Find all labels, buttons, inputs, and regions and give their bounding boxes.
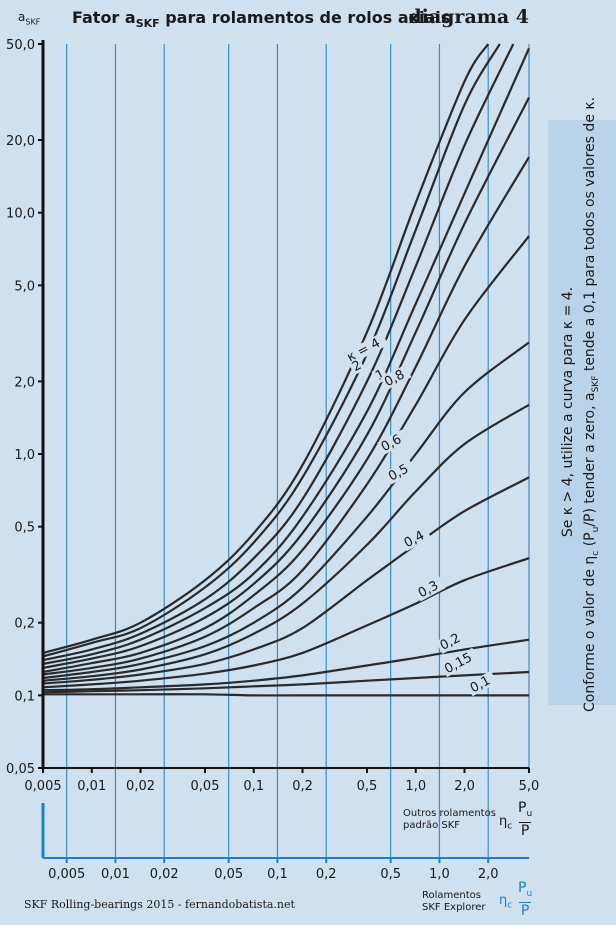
diagram-label: diagrama 4	[408, 6, 529, 28]
curve-series-3	[42, 47, 531, 665]
side-note-part-f: SKF	[590, 375, 601, 393]
y-tick-label: 2,0	[14, 375, 35, 390]
axis1-eta-sub: c	[507, 821, 513, 832]
axis-layer	[38, 40, 530, 863]
side-note-part-a: Conforme o valor de η	[582, 555, 599, 712]
y-tick-label: 20,0	[6, 134, 35, 149]
axis1-note-line2: padrão SKF	[403, 820, 461, 831]
axis1-eta-symbol: η	[499, 814, 508, 829]
axis2-tick-label: 0,2	[316, 867, 337, 882]
side-note-part-d: u	[590, 526, 601, 533]
x-tick-label: 1,0	[405, 779, 426, 794]
y-tick-label: 50,0	[6, 38, 35, 53]
axis2-note-line1: Rolamentos	[422, 890, 482, 901]
axis2-tick-label: 0,1	[267, 867, 288, 882]
curve-series-7	[42, 341, 530, 680]
curve-label-bg	[380, 364, 412, 391]
axis2-frac-num-sub: u	[526, 888, 533, 899]
curve-layer	[42, 43, 531, 697]
side-note-part-e: /P) tender a zero, a	[582, 392, 599, 527]
chart-page: aSKF Fator aSKF para rolamentos de rolos…	[6, 6, 540, 919]
x-tick-label: 5,0	[519, 779, 540, 794]
y-tick-label: 0,5	[14, 521, 35, 536]
curve-series-12	[42, 670, 530, 694]
title-suffix: para rolamentos de rolos axiais	[159, 8, 451, 27]
x-tick-label: 0,05	[191, 779, 220, 794]
axis2-eta-sub: c	[507, 900, 513, 911]
curve-label-bg	[377, 429, 409, 456]
y-tick-label: 0,1	[14, 689, 35, 704]
side-note-part-b: c	[590, 550, 601, 556]
curve-series-6	[42, 235, 530, 676]
x-tick-label: 0,005	[24, 779, 61, 794]
curve-series-5	[42, 156, 530, 674]
y-axis-label-main: a	[18, 10, 26, 24]
y-axis-label: aSKF	[18, 10, 40, 26]
curve-series-9	[42, 476, 530, 685]
axis2-fraction: Pu P	[518, 880, 532, 919]
curve-series-1	[42, 43, 501, 658]
y-tick-label: 0,05	[6, 762, 35, 777]
x-tick-label: 0,2	[292, 779, 313, 794]
axis1-frac-num: P	[518, 800, 527, 816]
axis2-frac-den: P	[519, 901, 532, 919]
curve-series-13	[43, 693, 530, 697]
curve-label-bg	[400, 525, 432, 552]
axis1-eta: ηc	[499, 814, 512, 832]
y-tick-label: 1,0	[14, 448, 35, 463]
curve-series-2	[42, 43, 515, 662]
x-tick-label: 2,0	[454, 779, 475, 794]
curve-series-0	[42, 43, 490, 654]
axis2-tick-label: 0,01	[101, 867, 130, 882]
curve-series-10	[42, 557, 530, 689]
side-note-line1: Se κ > 4, utilize a curva para κ = 4.	[560, 286, 577, 538]
axis2-eta-symbol: η	[499, 893, 508, 908]
title-sub: SKF	[135, 17, 160, 31]
axis1-fraction: Pu P	[518, 800, 532, 839]
axis1-frac-den: P	[519, 821, 532, 839]
x-tick-label: 0,01	[77, 779, 106, 794]
y-tick-label: 0,2	[14, 617, 35, 632]
curve-series-8	[42, 403, 530, 682]
side-note-line2: Conforme o valor de ηc (Pu/P) tender a z…	[579, 97, 607, 712]
axis2-tick-label: 0,5	[380, 867, 401, 882]
axis2-note: Rolamentos SKF Explorer	[422, 890, 485, 914]
axis1-note: Outros rolamentos padrão SKF	[403, 808, 496, 832]
curve-label-bg	[414, 575, 446, 602]
side-note-text: Se κ > 4, utilize a curva para κ = 4. Co…	[557, 97, 607, 712]
axis2-tick-label: 0,05	[214, 867, 243, 882]
axis2-frac-num: P	[518, 880, 527, 896]
curve-label-bg	[342, 332, 389, 366]
curve-series-11	[42, 638, 530, 692]
axis2-note-line2: SKF Explorer	[422, 902, 486, 913]
curve-label-bg	[466, 670, 498, 697]
x-tick-label: 0,1	[243, 779, 264, 794]
axis2-tick-label: 2,0	[478, 867, 499, 882]
x-tick-label: 0,02	[126, 779, 155, 794]
curve-label-bg	[440, 647, 479, 678]
x-tick-label: 0,5	[357, 779, 378, 794]
side-note-part-g: tende a 0,1 para todos os valores de κ.	[582, 96, 599, 376]
chart-title: Fator aSKF para rolamentos de rolos axia…	[72, 8, 450, 30]
curve-label-bg	[435, 628, 468, 654]
y-tick-label: 10,0	[6, 207, 35, 222]
curve-label-bg	[384, 459, 416, 485]
axis2-eta: ηc	[499, 893, 512, 911]
axis2-tick-label: 0,005	[48, 867, 85, 882]
axis2-tick-label: 0,02	[150, 867, 179, 882]
curve-series-4	[42, 97, 530, 669]
side-note-panel: Se κ > 4, utilize a curva para κ = 4. Co…	[548, 97, 616, 712]
axis1-frac-num-sub: u	[526, 808, 533, 819]
footer-credit: SKF Rolling-bearings 2015 - fernandobati…	[24, 898, 295, 911]
side-note-part-c: (P	[582, 532, 599, 551]
y-axis-label-sub: SKF	[25, 17, 41, 27]
grid-layer	[66, 44, 530, 858]
axis1-note-line1: Outros rolamentos	[403, 808, 496, 819]
axis2-tick-label: 1,0	[429, 867, 450, 882]
label-layer: 0,05 0,1 0,2 0,5 1,0 2,0 5,0 10,0 20,0 50,0 0,005 0…	[6, 38, 539, 882]
chart-svg: 0,05 0,1 0,2 0,5 1,0 2,0 5,0 10,0 20,0 50,0 0,005 0…	[6, 38, 539, 882]
curve-label-bg	[348, 357, 366, 376]
title-prefix: Fator a	[72, 8, 136, 27]
y-tick-label: 5,0	[14, 279, 35, 294]
